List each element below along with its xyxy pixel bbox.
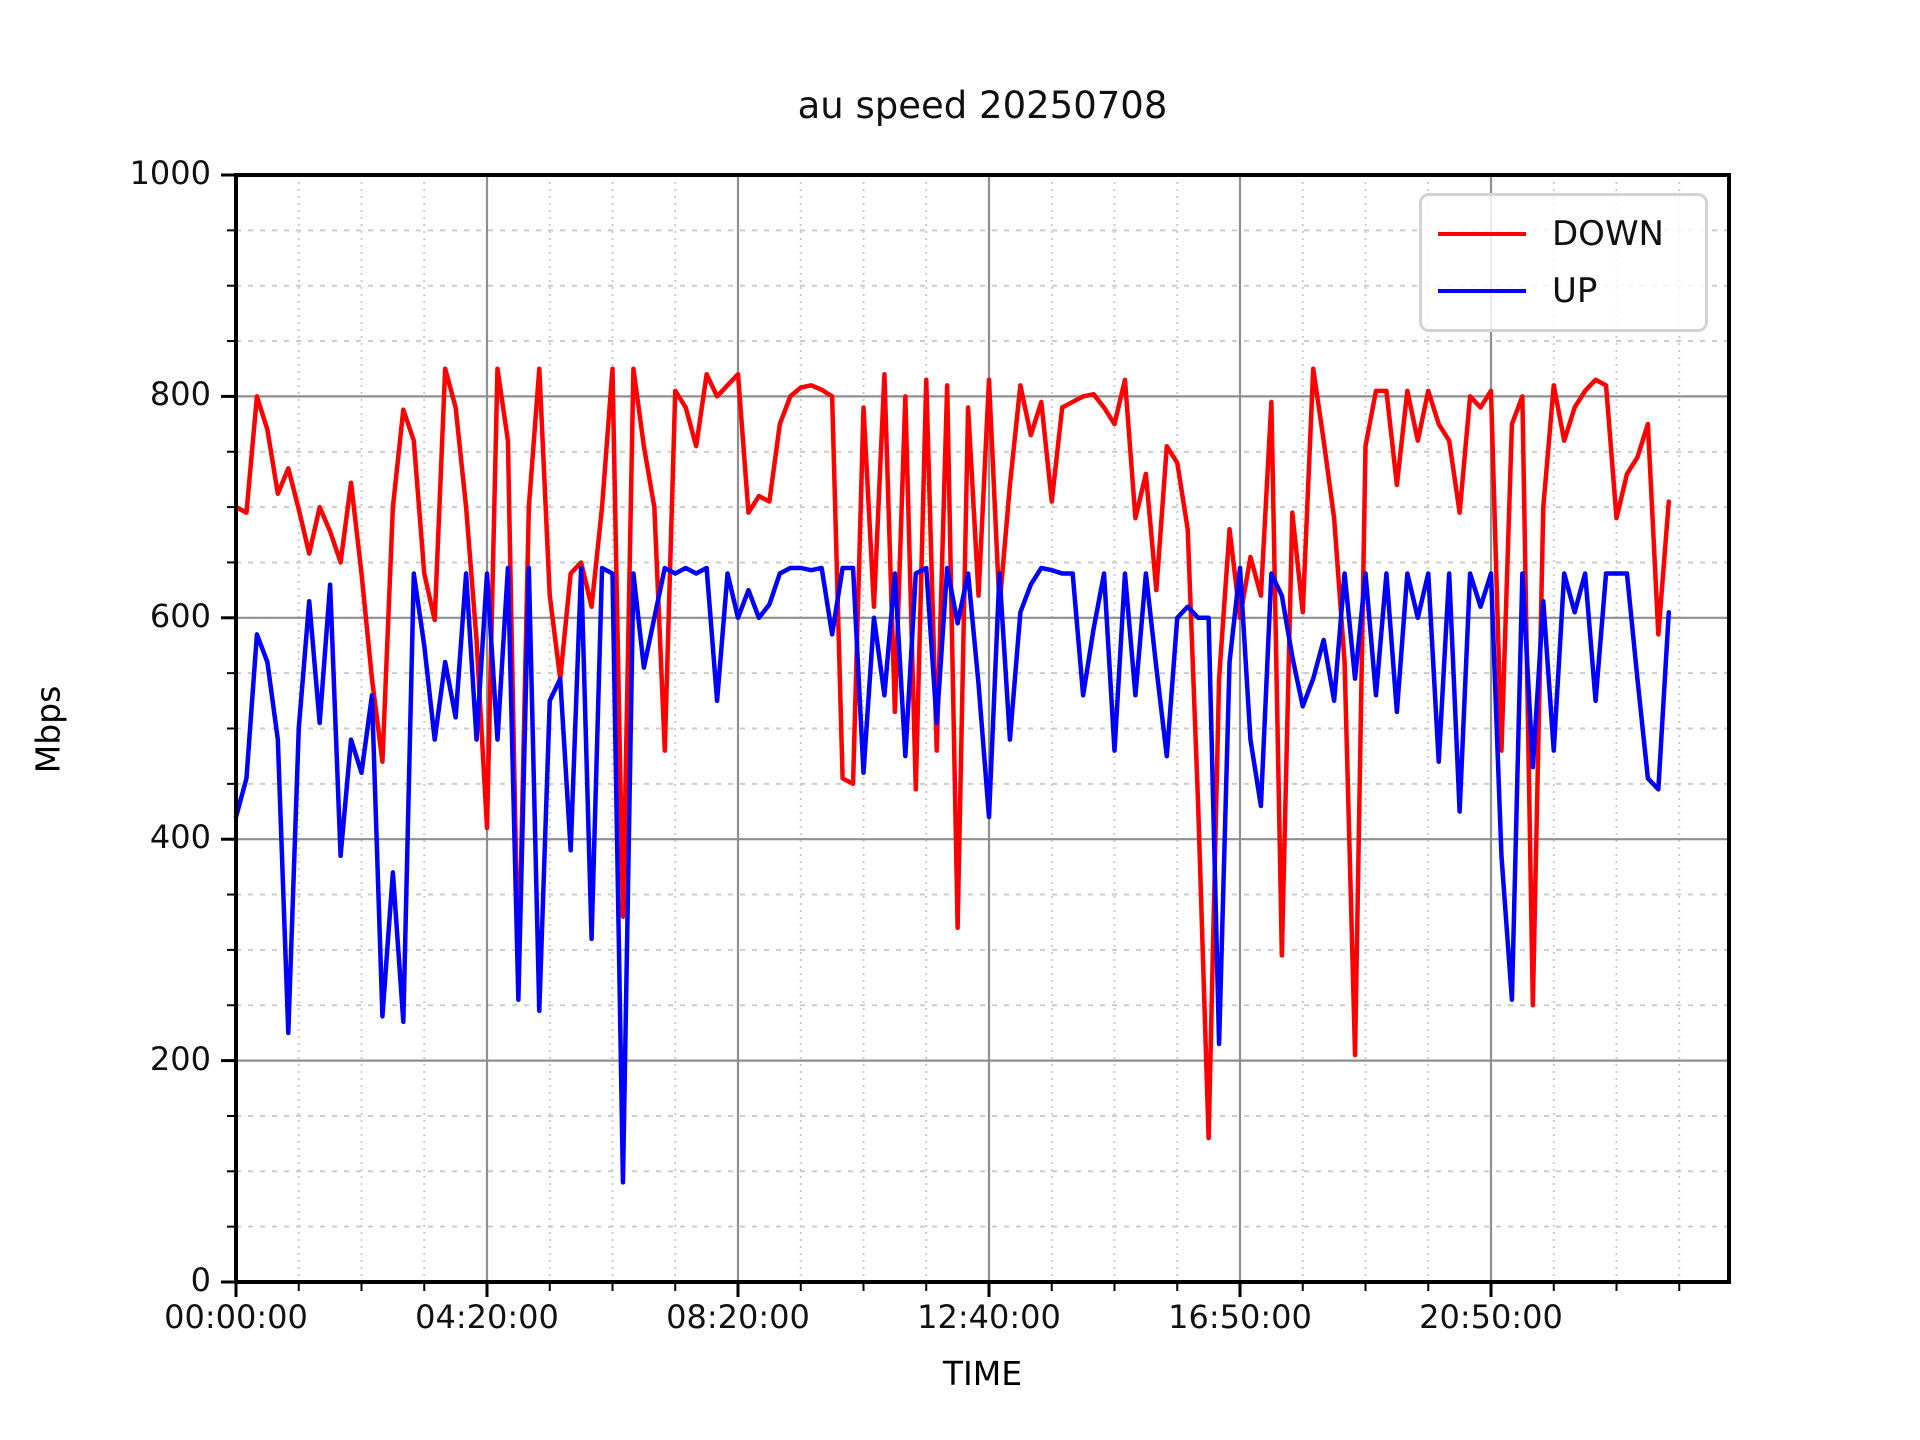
chart-title: au speed 20250708: [797, 84, 1168, 127]
y-tick-label: 0: [190, 1261, 211, 1299]
legend-box: DOWN UP: [1419, 193, 1708, 332]
x-tick-label: 16:50:00: [1168, 1298, 1312, 1336]
up-line-swatch: [1438, 289, 1526, 294]
x-tick-label: 20:50:00: [1419, 1298, 1563, 1336]
x-tick-label: 08:20:00: [666, 1298, 810, 1336]
legend-entry-down: DOWN: [1422, 214, 1705, 254]
x-tick-label: 00:00:00: [164, 1298, 308, 1336]
series-line-down: [233, 366, 1672, 1141]
legend-entry-up: UP: [1422, 271, 1705, 311]
y-tick-label: 600: [149, 596, 211, 635]
y-tick-label: 1000: [129, 154, 211, 192]
y-tick-label: 800: [149, 375, 211, 414]
plot-border: [234, 173, 1731, 1284]
x-tick-label: 04:20:00: [415, 1298, 559, 1336]
legend-label-down: DOWN: [1552, 213, 1664, 254]
y-tick-label: 200: [149, 1039, 211, 1078]
x-axis-label: TIME: [942, 1354, 1023, 1393]
legend-label-up: UP: [1552, 271, 1598, 312]
y-tick-label: 400: [149, 818, 211, 857]
down-line-swatch: [1438, 231, 1526, 236]
series-line-up: [233, 565, 1672, 1185]
x-tick-label: 12:40:00: [917, 1298, 1061, 1336]
y-axis-label: Mbps: [28, 685, 68, 774]
